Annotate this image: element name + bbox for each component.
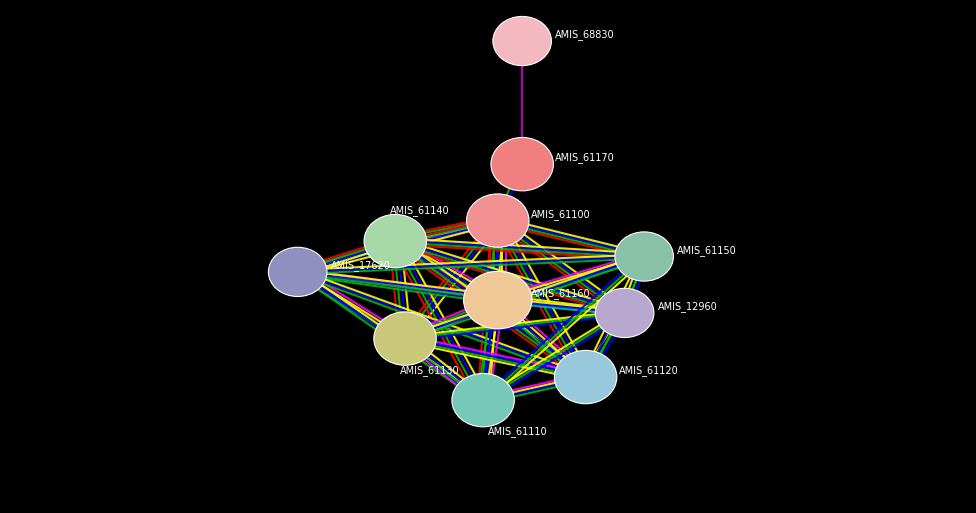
Ellipse shape [491,137,553,191]
Text: AMIS_61170: AMIS_61170 [555,152,615,164]
Text: AMIS_61150: AMIS_61150 [677,245,737,256]
Ellipse shape [615,232,673,281]
Text: AMIS_17620: AMIS_17620 [331,260,390,271]
Text: AMIS_61130: AMIS_61130 [400,365,460,376]
Text: AMIS_61110: AMIS_61110 [488,426,548,438]
Text: AMIS_61160: AMIS_61160 [531,288,590,300]
Text: AMIS_12960: AMIS_12960 [658,301,717,312]
Ellipse shape [452,373,514,427]
Ellipse shape [595,288,654,338]
Ellipse shape [554,350,617,404]
Text: AMIS_61120: AMIS_61120 [619,365,678,377]
Text: AMIS_68830: AMIS_68830 [555,29,615,41]
Ellipse shape [467,194,529,247]
Ellipse shape [464,271,532,329]
Ellipse shape [268,247,327,297]
Text: AMIS_61140: AMIS_61140 [390,205,450,216]
Ellipse shape [374,312,436,365]
Text: AMIS_61100: AMIS_61100 [531,209,590,220]
Ellipse shape [364,214,427,268]
Ellipse shape [493,16,551,66]
